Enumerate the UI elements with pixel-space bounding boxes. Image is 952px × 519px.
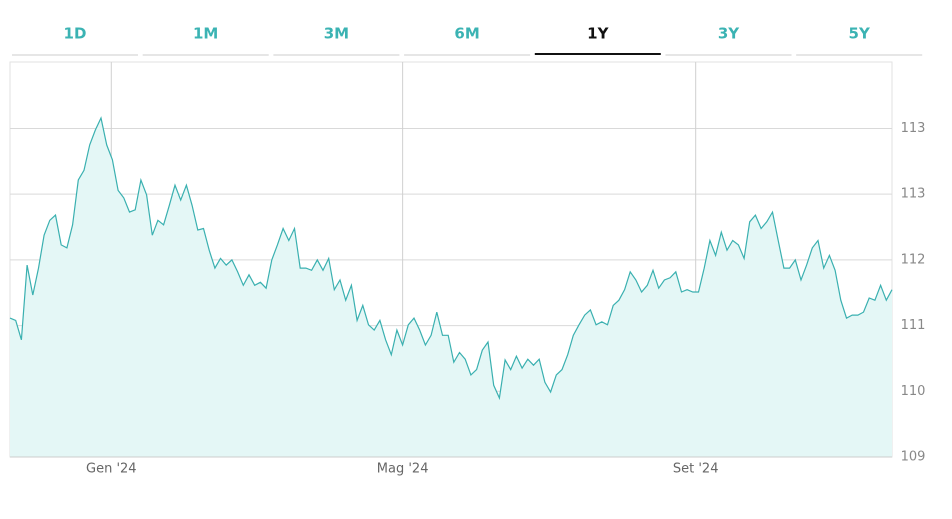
tab-label[interactable]: 5Y (849, 25, 871, 43)
x-tick-label: Mag '24 (377, 462, 429, 477)
tab-label[interactable]: 6M (454, 25, 479, 43)
tab-label[interactable]: 1M (193, 25, 218, 43)
x-tick-label: Set '24 (673, 462, 719, 477)
y-tick-label: 113 (901, 187, 926, 202)
line (9, 116, 893, 401)
tab-label[interactable]: 1D (64, 25, 87, 43)
tab-label[interactable]: 3Y (718, 25, 740, 43)
tab-label[interactable]: 3M (324, 25, 349, 43)
area (10, 118, 892, 457)
y-tick-label: 111 (901, 318, 926, 333)
x-tick-label: Gen '24 (86, 462, 137, 477)
y-tick-label: 110 (901, 384, 926, 399)
y-tick-label: 112 (901, 252, 926, 267)
y-tick-label: 113 (901, 121, 926, 136)
tab-label[interactable]: 1Y (587, 25, 609, 43)
y-tick-label: 109 (901, 450, 926, 465)
